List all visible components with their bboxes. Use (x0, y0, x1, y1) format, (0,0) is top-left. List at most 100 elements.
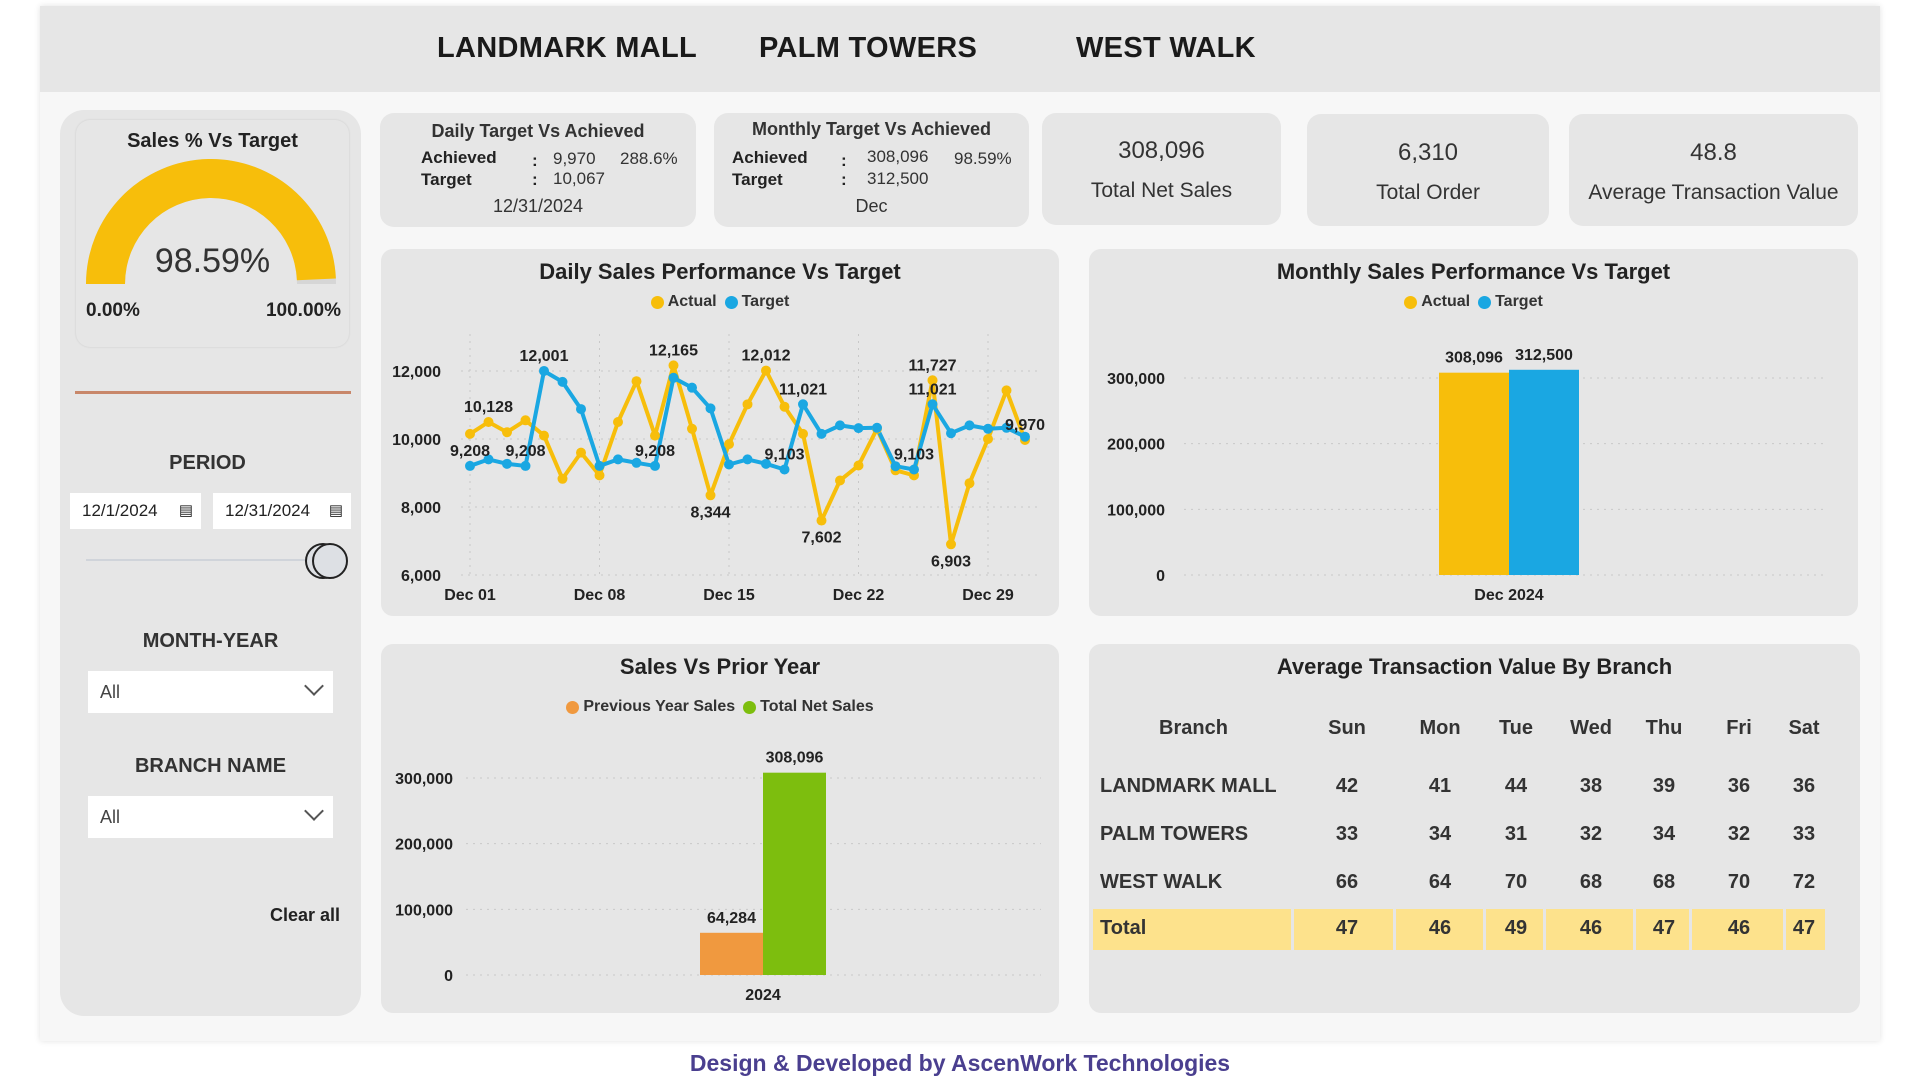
total-row-label: Total (1100, 917, 1147, 939)
bar-actual (1439, 372, 1509, 575)
data-label: 9,103 (764, 446, 804, 463)
x-tick-label: Dec 15 (703, 587, 755, 604)
data-point-target (668, 372, 679, 383)
monthly-target-value: 312,500 (867, 169, 929, 188)
table-title: Average Transaction Value By Branch (1276, 654, 1673, 679)
gauge-card: Sales % Vs Target 98.59% 0.00% 100.00% (76, 120, 349, 347)
total-row-cell-bg (1294, 909, 1393, 950)
data-label: 12,165 (649, 342, 698, 359)
kpi-label: Average Transaction Value (1588, 181, 1839, 204)
table-cell: 44 (1504, 775, 1528, 797)
date-range-slider-handle-end[interactable] (312, 543, 348, 579)
total-row-cell-bg (1486, 909, 1543, 950)
data-label: 9,208 (505, 443, 545, 460)
data-label: 312,500 (1515, 347, 1573, 364)
data-point-actual (465, 428, 475, 439)
legend-label[interactable]: Target (741, 293, 790, 310)
table-cell: 68 (1579, 871, 1603, 893)
data-point-actual (742, 399, 753, 410)
branch-name-value: All (100, 807, 121, 827)
x-tick-label: Dec 29 (962, 587, 1014, 604)
header-branch-west-walk[interactable]: WEST WALK (1076, 32, 1256, 64)
separator: : (841, 170, 847, 189)
data-point-actual (798, 428, 808, 439)
gauge-min-label: 0.00% (86, 300, 140, 321)
column-header: Wed (1570, 717, 1612, 739)
y-tick-label: 200,000 (395, 837, 453, 854)
data-label: 11,021 (779, 381, 827, 398)
data-point-target (520, 460, 531, 471)
monthly-sales-chart-panel: Monthly Sales Performance Vs Target Actu… (1089, 249, 1858, 616)
x-tick-label: Dec 08 (574, 587, 626, 604)
header-branch-landmark-mall[interactable]: LANDMARK MALL (437, 32, 698, 64)
data-point-actual (1001, 385, 1012, 396)
kpi-average-transaction-value: 48.8 Average Transaction Value (1569, 114, 1858, 226)
bar-total-net-sales (763, 772, 826, 975)
data-label: 9,208 (450, 443, 490, 460)
legend-label[interactable]: Actual (667, 293, 717, 310)
monthly-achieved-pct: 98.59% (954, 149, 1012, 168)
start-date-value: 12/1/2024 (82, 501, 158, 520)
y-tick-label: 10,000 (392, 432, 441, 449)
month-year-label: MONTH-YEAR (142, 630, 279, 652)
data-point-target (687, 382, 697, 393)
month-year-dropdown[interactable]: All (88, 671, 333, 713)
header-branch-palm-towers[interactable]: PALM TOWERS (759, 32, 978, 64)
data-label: 64,284 (707, 910, 756, 927)
legend-dot-total-net-sales (743, 700, 757, 714)
table-cell: 42 (1335, 775, 1359, 797)
clear-all-button[interactable]: Clear all (269, 905, 340, 925)
data-label: 10,128 (464, 399, 513, 416)
x-tick-label: Dec 22 (833, 587, 885, 604)
calendar-icon[interactable]: ▤ (328, 502, 343, 519)
end-date-input[interactable]: 12/31/2024 ▤ (213, 493, 351, 529)
y-tick-label: 200,000 (1107, 437, 1165, 454)
branch-name: PALM TOWERS (1100, 823, 1249, 845)
legend-label[interactable]: Previous Year Sales (583, 698, 736, 715)
data-label: 308,096 (766, 750, 824, 767)
bar-previous-year-sales (700, 932, 763, 975)
separator: : (532, 170, 538, 189)
legend-label[interactable]: Actual (1421, 293, 1471, 310)
table-cell: 36 (1792, 775, 1816, 797)
monthly-achieved-value: 308,096 (867, 147, 929, 166)
calendar-icon[interactable]: ▤ (178, 502, 193, 519)
month-year-value: All (100, 682, 121, 702)
y-tick-label: 0 (444, 968, 453, 985)
daily-sales-chart-panel: Daily Sales Performance Vs Target Actual… (381, 249, 1059, 616)
data-point-actual (816, 515, 827, 526)
legend-label[interactable]: Total Net Sales (760, 698, 874, 715)
table-cell: 33 (1335, 823, 1359, 845)
date-range-slider-track[interactable] (86, 559, 322, 561)
branch-name-dropdown[interactable]: All (88, 796, 333, 838)
divider (75, 391, 351, 394)
chart-title: Daily Sales Performance Vs Target (539, 259, 901, 284)
data-point-actual (631, 376, 642, 387)
data-point-target (816, 428, 827, 439)
data-label: 7,602 (801, 530, 841, 547)
data-point-target (705, 403, 716, 414)
gauge-title: Sales % Vs Target (127, 130, 298, 152)
data-point-target (835, 420, 845, 431)
kpi-label: Total Order (1376, 181, 1480, 204)
table-cell: 39 (1652, 775, 1676, 797)
chevron-down-icon[interactable] (304, 676, 324, 696)
data-point-target (1020, 431, 1030, 442)
chevron-down-icon[interactable] (304, 801, 324, 821)
daily-achieved-value: 9,970 (553, 149, 596, 168)
data-label: 9,970 (1005, 417, 1045, 434)
end-date-value: 12/31/2024 (225, 501, 311, 520)
legend-label[interactable]: Target (1495, 293, 1543, 310)
start-date-input[interactable]: 12/1/2024 ▤ (70, 493, 201, 529)
data-point-target (872, 422, 882, 433)
kpi-value: 48.8 (1690, 139, 1737, 166)
chart-legend: Previous Year Sales Total Net Sales (381, 698, 1059, 716)
legend-dot-previous-year (566, 700, 580, 714)
data-point-actual (705, 490, 716, 501)
data-point-target (798, 399, 808, 410)
x-tick-label: 2024 (745, 987, 781, 1004)
legend-dot-target (724, 295, 738, 309)
data-point-target (539, 365, 549, 376)
data-point-actual (761, 365, 771, 376)
data-point-actual (576, 447, 586, 458)
